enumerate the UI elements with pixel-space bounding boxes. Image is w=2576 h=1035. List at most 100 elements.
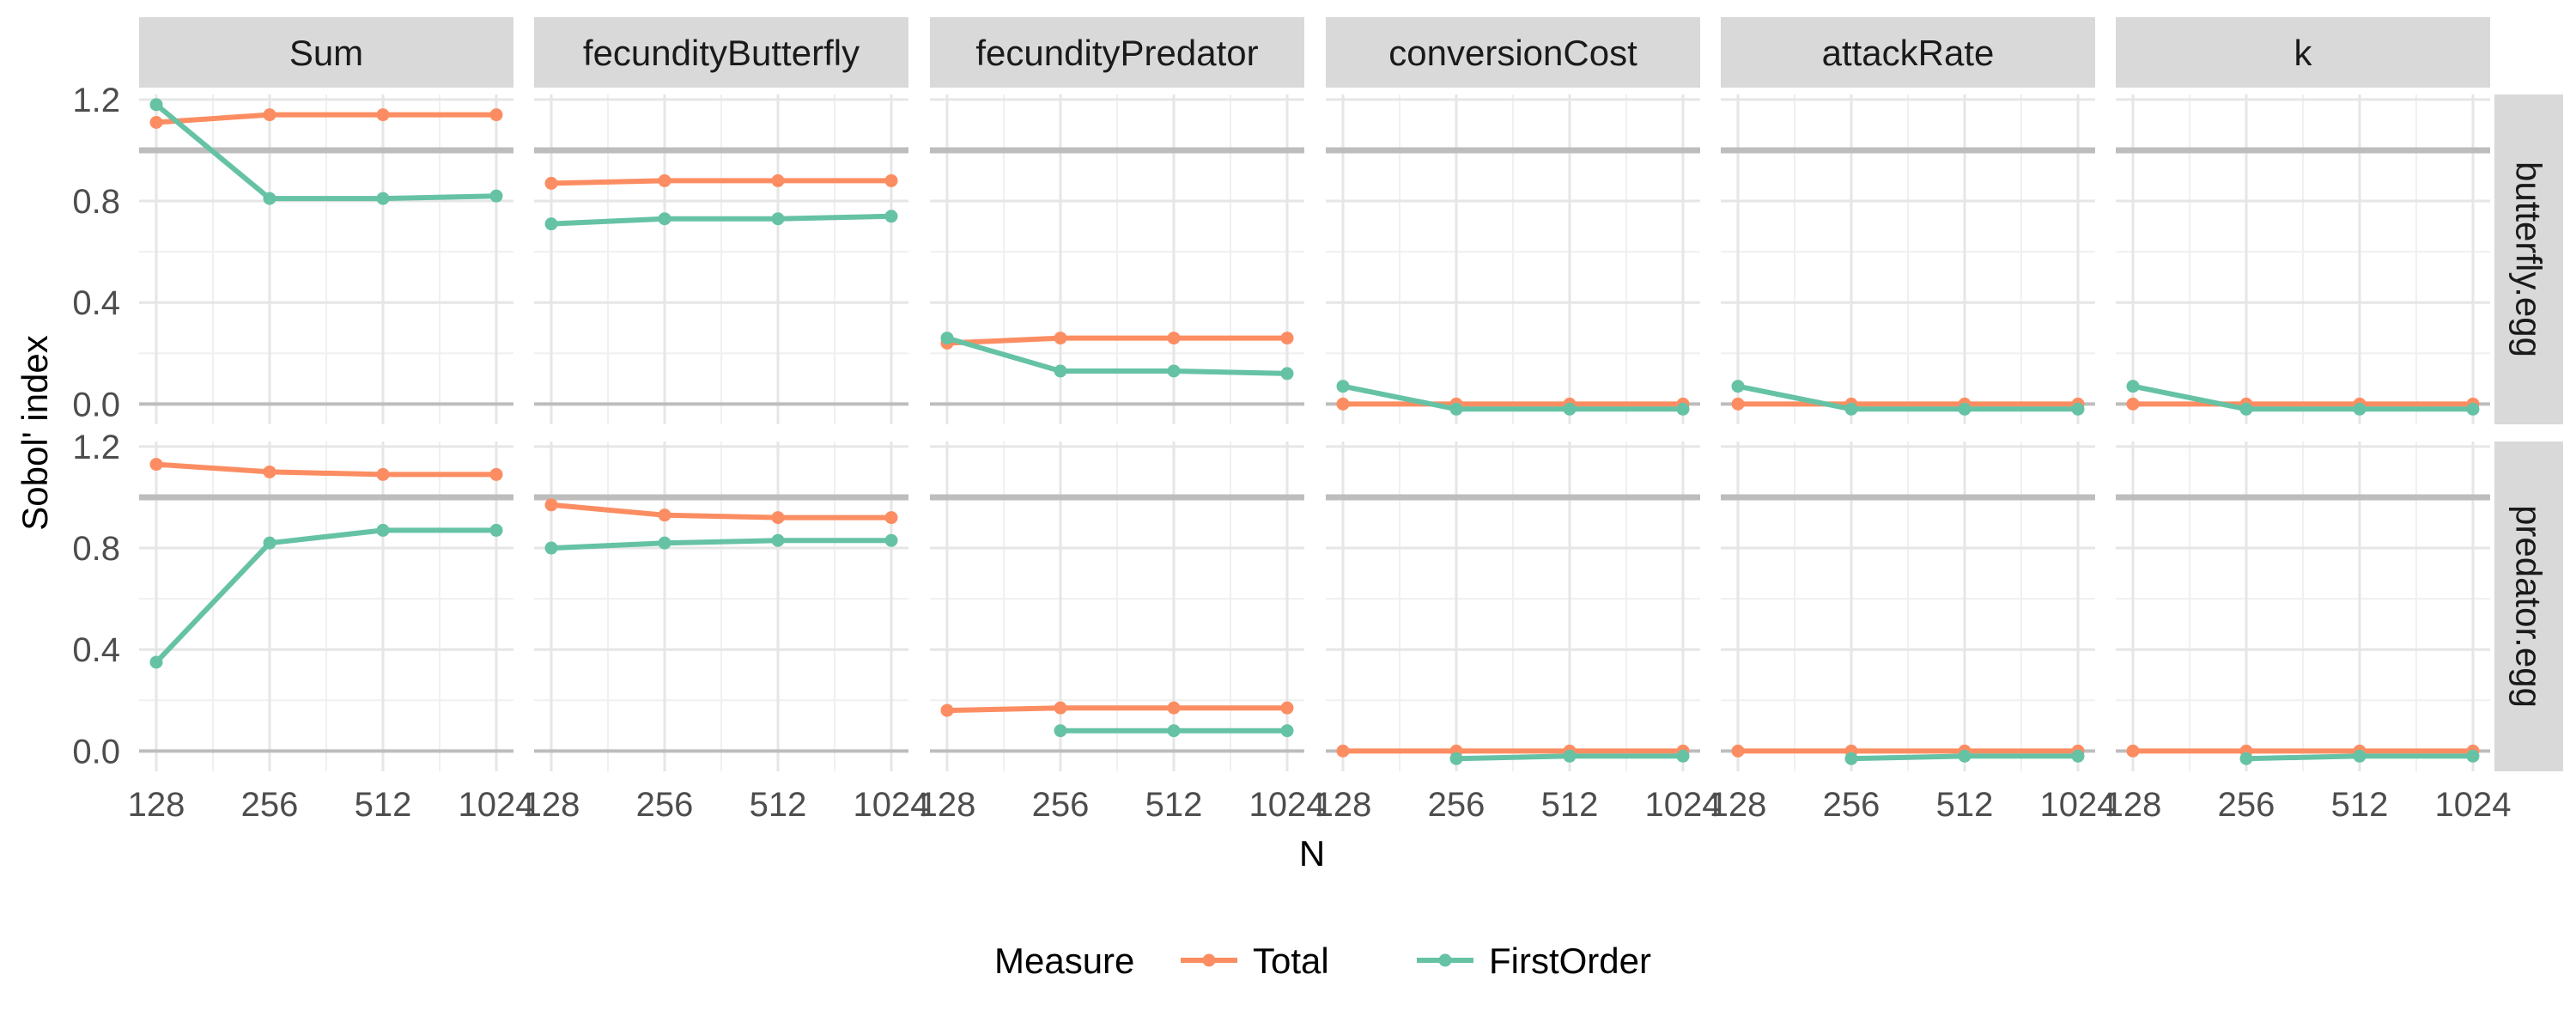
x-tick-label: 1024: [2040, 786, 2117, 824]
data-point-firstorder-sum-predator-egg: [376, 523, 390, 537]
data-point-total-fecunditypredator-butterfly-egg: [1167, 332, 1181, 345]
data-point-firstorder-attackrate-butterfly-egg: [1844, 402, 1858, 416]
data-point-total-sum-butterfly-egg: [489, 108, 503, 122]
data-point-firstorder-conversioncost-predator-egg: [1449, 752, 1463, 765]
facet-strip-label-k: k: [2294, 33, 2313, 73]
data-point-firstorder-fecunditypredator-predator-egg: [1054, 724, 1067, 738]
x-tick-label: 256: [636, 786, 694, 824]
data-point-total-sum-butterfly-egg: [376, 108, 390, 122]
data-point-total-sum-predator-egg: [263, 465, 276, 478]
x-tick-label: 128: [2105, 786, 2162, 824]
data-point-total-fecunditypredator-predator-egg: [940, 703, 954, 717]
series-line-firstorder-fecunditybutterfly-butterfly-egg: [549, 213, 894, 227]
legend-key-point-firstorder: [1438, 953, 1452, 967]
row-strip-predator-egg: [2494, 441, 2563, 771]
data-point-total-fecunditypredator-butterfly-egg: [1054, 332, 1067, 345]
data-point-firstorder-fecunditypredator-butterfly-egg: [1054, 364, 1067, 378]
series-line-firstorder-sum-butterfly-egg: [154, 101, 499, 202]
y-tick-label: 0.4: [72, 284, 120, 322]
x-tick-label: 512: [1541, 786, 1599, 824]
x-tick-label: 256: [1823, 786, 1880, 824]
series-line-total-fecunditypredator-butterfly-egg: [945, 335, 1290, 346]
x-tick-label: 512: [1936, 786, 1994, 824]
data-point-firstorder-k-butterfly-egg: [2353, 402, 2366, 416]
data-point-firstorder-conversioncost-butterfly-egg: [1449, 402, 1463, 416]
x-tick-label: 256: [1428, 786, 1485, 824]
data-point-firstorder-attackrate-predator-egg: [2071, 749, 2085, 763]
x-tick-label: 128: [1710, 786, 1767, 824]
x-tick-label: 128: [523, 786, 580, 824]
data-point-firstorder-attackrate-butterfly-egg: [1958, 402, 1971, 416]
data-point-total-attackrate-predator-egg: [1731, 744, 1745, 758]
row-strip-label-butterfly-egg: butterfly.egg: [2509, 161, 2549, 357]
data-point-total-fecunditybutterfly-predator-egg: [884, 511, 898, 525]
data-point-total-conversioncost-butterfly-egg: [1336, 397, 1350, 411]
data-point-total-fecunditybutterfly-butterfly-egg: [884, 174, 898, 187]
y-tick-label: 0.8: [72, 530, 120, 568]
series-line-firstorder-attackrate-butterfly-egg: [1735, 383, 2081, 412]
y-axis-title: Sobol' index: [15, 335, 55, 531]
x-tick-label: 512: [750, 786, 807, 824]
data-point-firstorder-fecunditybutterfly-predator-egg: [544, 541, 558, 555]
y-tick-label: 0.0: [72, 733, 120, 770]
legend-label-total: Total: [1253, 941, 1329, 981]
facet-strip-sum: [139, 17, 513, 88]
data-point-firstorder-fecunditypredator-butterfly-egg: [940, 332, 954, 345]
data-point-firstorder-conversioncost-butterfly-egg: [1676, 402, 1690, 416]
data-point-total-fecunditybutterfly-butterfly-egg: [658, 174, 671, 187]
y-tick-label: 0.4: [72, 631, 120, 669]
data-point-firstorder-k-predator-egg: [2239, 752, 2253, 765]
data-point-firstorder-conversioncost-butterfly-egg: [1336, 380, 1350, 393]
series-line-total-sum-butterfly-egg: [154, 112, 499, 125]
x-tick-label: 256: [241, 786, 299, 824]
data-point-firstorder-sum-butterfly-egg: [263, 192, 276, 205]
y-tick-label: 0.0: [72, 386, 120, 423]
y-tick-label: 0.8: [72, 183, 120, 221]
data-point-total-attackrate-butterfly-egg: [1731, 397, 1745, 411]
series-line-firstorder-fecunditybutterfly-predator-egg: [549, 538, 894, 551]
legend-title: Measure: [994, 941, 1134, 981]
data-point-firstorder-sum-butterfly-egg: [489, 189, 503, 203]
data-point-total-k-butterfly-egg: [2126, 397, 2140, 411]
legend-key-point-total: [1202, 953, 1216, 967]
x-tick-label: 256: [1032, 786, 1090, 824]
data-point-firstorder-conversioncost-butterfly-egg: [1563, 402, 1577, 416]
data-point-firstorder-fecunditybutterfly-predator-egg: [884, 533, 898, 547]
series-line-firstorder-sum-predator-egg: [154, 527, 499, 665]
data-point-firstorder-fecunditypredator-butterfly-egg: [1167, 364, 1181, 378]
series-line-total-fecunditypredator-predator-egg: [945, 705, 1290, 714]
x-tick-label: 1024: [854, 786, 930, 824]
data-point-firstorder-fecunditybutterfly-butterfly-egg: [544, 217, 558, 231]
data-point-firstorder-attackrate-predator-egg: [1958, 749, 1971, 763]
data-point-firstorder-conversioncost-predator-egg: [1563, 749, 1577, 763]
data-point-total-sum-predator-egg: [489, 467, 503, 481]
facet-strip-attackrate: [1721, 17, 2095, 88]
x-tick-label: 256: [2218, 786, 2275, 824]
data-point-total-fecunditybutterfly-butterfly-egg: [544, 176, 558, 190]
data-point-firstorder-sum-predator-egg: [489, 523, 503, 537]
x-tick-label: 128: [919, 786, 976, 824]
data-point-firstorder-fecunditybutterfly-predator-egg: [658, 536, 671, 550]
facet-strip-fecunditybutterfly: [534, 17, 908, 88]
facet-strip-label-fecunditypredator: fecundityPredator: [975, 33, 1258, 73]
x-tick-label: 128: [128, 786, 185, 824]
facet-strip-fecunditypredator: [930, 17, 1304, 88]
data-point-firstorder-fecunditypredator-butterfly-egg: [1280, 367, 1294, 381]
data-point-total-sum-butterfly-egg: [263, 108, 276, 122]
data-point-total-fecunditybutterfly-predator-egg: [658, 508, 671, 522]
facet-strip-conversioncost: [1326, 17, 1700, 88]
series-line-total-fecunditybutterfly-butterfly-egg: [549, 178, 894, 186]
y-tick-label: 1.2: [72, 82, 120, 119]
data-point-total-fecunditybutterfly-predator-egg: [771, 511, 785, 525]
y-tick-label: 1.2: [72, 429, 120, 466]
data-point-total-fecunditybutterfly-predator-egg: [544, 498, 558, 512]
row-strip-butterfly-egg: [2494, 94, 2563, 424]
x-tick-label: 1024: [1249, 786, 1326, 824]
data-point-total-sum-butterfly-egg: [149, 115, 163, 129]
x-tick-label: 1024: [459, 786, 535, 824]
data-point-total-sum-predator-egg: [149, 458, 163, 472]
data-point-firstorder-sum-butterfly-egg: [149, 98, 163, 112]
data-point-firstorder-fecunditybutterfly-predator-egg: [771, 533, 785, 547]
data-point-firstorder-attackrate-butterfly-egg: [1731, 380, 1745, 393]
